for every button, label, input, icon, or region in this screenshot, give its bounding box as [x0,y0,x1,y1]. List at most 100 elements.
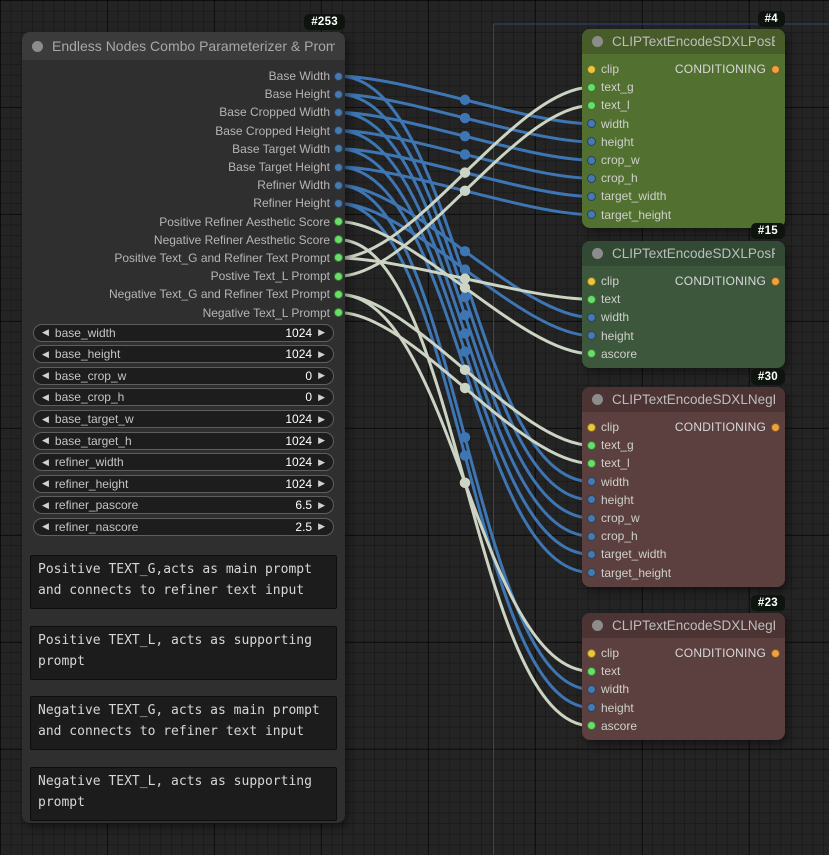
output-port-dot[interactable] [334,180,343,190]
output-row: Negative Text_L Prompt [22,303,345,321]
widget-increment-icon[interactable]: ▶ [318,327,325,338]
output-port-dot[interactable] [771,422,780,432]
output-port-dot[interactable] [334,217,343,227]
input-port-dot[interactable] [587,276,596,286]
node-clip-encode-neg-refiner[interactable]: #23 CLIPTextEncodeSDXLNegRefiner clip CONDI… [582,595,785,740]
port-row: crop_w [582,151,785,169]
output-port-dot[interactable] [334,198,343,208]
input-port-dot[interactable] [587,173,596,183]
input-port-dot[interactable] [587,100,596,110]
input-port-dot[interactable] [587,294,596,304]
node-title-bar[interactable]: CLIPTextEncodeSDXLNegBase [582,387,785,412]
widget-decrement-icon[interactable]: ◀ [42,435,49,446]
widget-decrement-icon[interactable]: ◀ [42,456,49,467]
output-port-dot[interactable] [334,162,343,172]
input-port-dot[interactable] [587,703,596,713]
input-port-dot[interactable] [587,155,596,165]
widget-base_target_h[interactable]: ◀ base_target_h 1024 ▶ [33,431,334,450]
input-port-dot[interactable] [587,531,596,541]
node-clip-encode-neg-base[interactable]: #30 CLIPTextEncodeSDXLNegBase clip CONDITIO… [582,369,785,587]
widget-increment-icon[interactable]: ▶ [318,413,325,424]
widget-decrement-icon[interactable]: ◀ [42,413,49,424]
output-port-dot[interactable] [771,276,780,286]
widget-decrement-icon[interactable]: ◀ [42,370,49,381]
input-port-dot[interactable] [587,458,596,468]
input-port-dot[interactable] [587,119,596,129]
widget-decrement-icon[interactable]: ◀ [42,327,49,338]
widget-refiner_nascore[interactable]: ◀ refiner_nascore 2.5 ▶ [33,517,334,536]
prompt-textarea[interactable]: Positive TEXT_L, acts as supporting prom… [30,625,337,680]
input-port-dot[interactable] [587,666,596,676]
input-label: width [601,310,630,325]
node-title-bar[interactable]: CLIPTextEncodeSDXLPosBase [582,29,785,54]
input-port-dot[interactable] [587,568,596,578]
output-port-dot[interactable] [334,289,343,299]
widget-increment-icon[interactable]: ▶ [318,456,325,467]
widget-decrement-icon[interactable]: ◀ [42,499,49,510]
input-port-dot[interactable] [587,495,596,505]
output-port-dot[interactable] [771,648,780,658]
input-port-dot[interactable] [587,477,596,487]
prompt-textarea[interactable]: Negative TEXT_G, acts as main prompt and… [30,696,337,751]
input-port-dot[interactable] [587,331,596,341]
widget-refiner_height[interactable]: ◀ refiner_height 1024 ▶ [33,474,334,493]
input-port-dot[interactable] [587,513,596,523]
widget-increment-icon[interactable]: ▶ [318,435,325,446]
widget-decrement-icon[interactable]: ◀ [42,521,49,532]
widget-increment-icon[interactable]: ▶ [318,521,325,532]
output-port-dot[interactable] [334,271,343,281]
input-port-dot[interactable] [587,349,596,359]
input-port-dot[interactable] [587,312,596,322]
collapse-dot-icon[interactable] [592,248,603,259]
input-port-dot[interactable] [587,191,596,201]
input-port-dot[interactable] [587,137,596,147]
collapse-dot-icon[interactable] [592,394,603,405]
node-title-bar[interactable]: CLIPTextEncodeSDXLPosRefiner [582,241,785,266]
output-port-dot[interactable] [334,253,343,263]
input-port-dot[interactable] [587,440,596,450]
widget-decrement-icon[interactable]: ◀ [42,478,49,489]
input-port-dot[interactable] [587,549,596,559]
node-combo-parameterizer[interactable]: #253 Endless Nodes Combo Parameterizer &… [22,14,345,823]
output-port-dot[interactable] [334,144,343,154]
output-port-dot[interactable] [771,64,780,74]
input-port-dot[interactable] [587,648,596,658]
widget-increment-icon[interactable]: ▶ [318,478,325,489]
input-port-dot[interactable] [587,82,596,92]
widget-base_width[interactable]: ◀ base_width 1024 ▶ [33,323,334,342]
widget-base_crop_h[interactable]: ◀ base_crop_h 0 ▶ [33,388,334,407]
output-port-dot[interactable] [334,71,343,81]
output-port-dot[interactable] [334,107,343,117]
node-title-bar[interactable]: Endless Nodes Combo Parameterizer & Prom… [22,32,345,60]
widget-refiner_pascore[interactable]: ◀ refiner_pascore 6.5 ▶ [33,496,334,515]
widget-base_crop_w[interactable]: ◀ base_crop_w 0 ▶ [33,366,334,385]
input-port-dot[interactable] [587,210,596,220]
widget-base_height[interactable]: ◀ base_height 1024 ▶ [33,345,334,364]
widget-decrement-icon[interactable]: ◀ [42,348,49,359]
widget-base_target_w[interactable]: ◀ base_target_w 1024 ▶ [33,410,334,428]
widget-increment-icon[interactable]: ▶ [318,391,325,402]
node-title-bar[interactable]: CLIPTextEncodeSDXLNegRefiner [582,613,785,638]
collapse-dot-icon[interactable] [592,620,603,631]
input-port-dot[interactable] [587,684,596,694]
node-clip-encode-pos-refiner[interactable]: #15 CLIPTextEncodeSDXLPosRefiner clip CONDI… [582,223,785,368]
input-port-dot[interactable] [587,422,596,432]
output-port-dot[interactable] [334,308,343,318]
output-port-dot[interactable] [334,126,343,136]
widget-increment-icon[interactable]: ▶ [318,370,325,381]
widget-decrement-icon[interactable]: ◀ [42,391,49,402]
output-port-dot[interactable] [334,235,343,245]
input-port-dot[interactable] [587,721,596,731]
prompt-textarea[interactable]: Negative TEXT_L, acts as supporting prom… [30,766,337,821]
collapse-dot-icon[interactable] [592,36,603,47]
output-port-dot[interactable] [334,89,343,99]
node-clip-encode-pos-base[interactable]: #4 CLIPTextEncodeSDXLPosBase clip CONDITION… [582,11,785,228]
input-port-dot[interactable] [587,64,596,74]
collapse-dot-icon[interactable] [32,40,43,52]
widget-increment-icon[interactable]: ▶ [318,348,325,359]
widget-refiner_width[interactable]: ◀ refiner_width 1024 ▶ [33,453,334,472]
widget-increment-icon[interactable]: ▶ [318,499,325,510]
prompt-textarea[interactable]: Positive TEXT_G,acts as main prompt and … [30,555,337,610]
